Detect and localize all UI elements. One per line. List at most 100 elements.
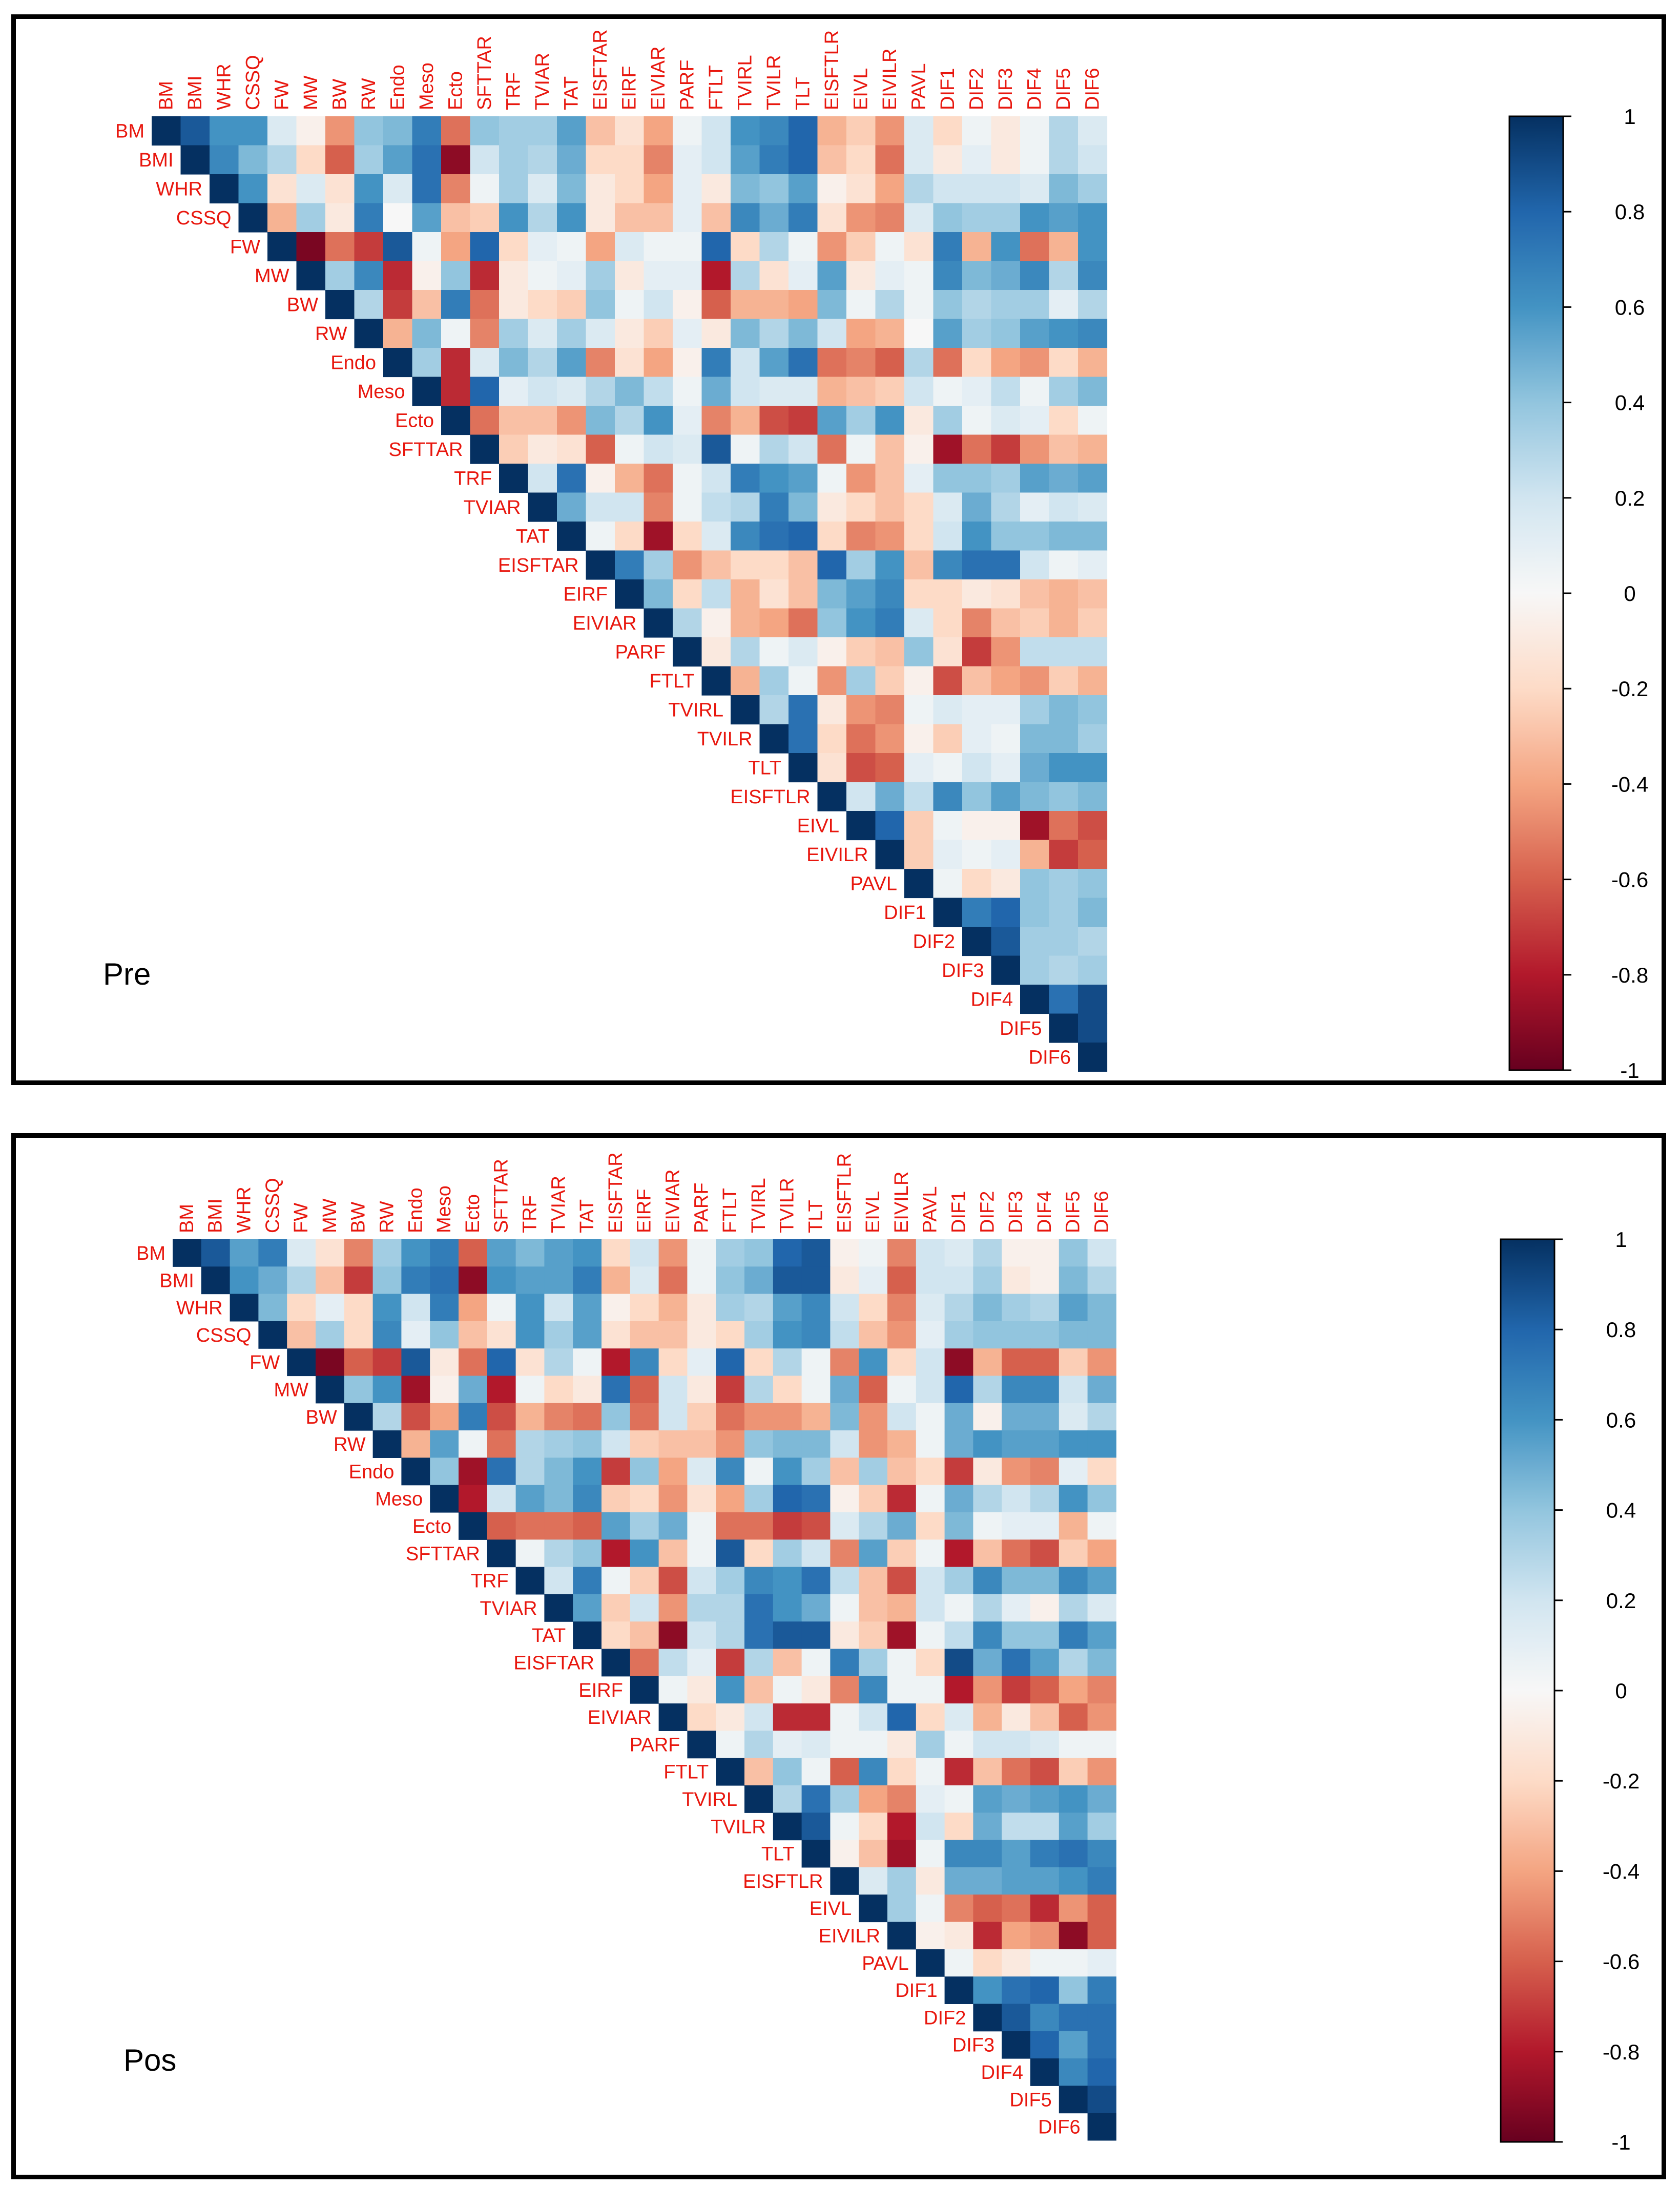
cell-bm-dif6 xyxy=(1078,116,1108,146)
cell-tlt-dif5 xyxy=(1059,1840,1088,1868)
cell-rw-ecto xyxy=(441,319,471,348)
cell-endo-eisftar xyxy=(586,348,615,378)
cell-trf-tat xyxy=(557,464,587,493)
cell-bw-parf xyxy=(687,1403,716,1431)
cell-rw-trf xyxy=(499,319,529,348)
cell-meso-eivl xyxy=(846,377,876,406)
cell-eirf-parf xyxy=(687,1676,716,1704)
cell-pavl-pavl xyxy=(904,869,934,899)
cell-endo-tviar xyxy=(544,1457,573,1486)
cell-tlt-tlt xyxy=(801,1840,831,1868)
cell-endo-parf xyxy=(687,1457,716,1486)
cell-tvirl-dif3 xyxy=(1002,1785,1031,1813)
cell-bmi-endo xyxy=(401,1266,430,1295)
cell-sfttar-dif3 xyxy=(991,434,1021,464)
top-label-whr: WHR xyxy=(213,64,235,110)
cell-sfttar-eisftlr xyxy=(830,1539,859,1568)
cell-meso-dif1 xyxy=(933,377,963,406)
cell-cssq-ftlt xyxy=(701,203,731,233)
cell-ecto-dif4 xyxy=(1020,406,1050,435)
cell-mw-pavl xyxy=(916,1376,945,1404)
pre-correlation-panel: BM BMI WHR CSSQ FW MW BW RW Endo Meso Ecto SFTTAR TR… xyxy=(11,14,1666,1085)
cell-tlt-tlt xyxy=(789,753,818,783)
cell-fw-meso xyxy=(412,232,442,262)
cell-ecto-dif2 xyxy=(962,406,992,435)
cell-rw-dif5 xyxy=(1049,319,1078,348)
cell-trf-tat xyxy=(573,1567,602,1595)
cell-ecto-dif4 xyxy=(1030,1512,1060,1540)
cell-bmi-tat xyxy=(573,1266,602,1295)
cell-whr-eirf xyxy=(615,174,645,204)
top-label-tvirl: TVIRL xyxy=(734,55,756,110)
diag-label-dif4: DIF4 xyxy=(971,989,1013,1011)
cell-trf-parf xyxy=(673,464,702,493)
cell-bm-eivl xyxy=(859,1239,888,1267)
cell-rw-endo xyxy=(383,319,413,348)
diag-label-tvirl: TVIRL xyxy=(668,700,723,721)
top-label-eirf: EIRF xyxy=(618,66,640,110)
cell-whr-meso xyxy=(430,1294,459,1322)
cell-fw-ftlt xyxy=(701,232,731,262)
cell-ftlt-eisftlr xyxy=(830,1758,859,1786)
cell-rw-dif3 xyxy=(1002,1430,1031,1458)
cell-parf-dif3 xyxy=(1002,1731,1031,1759)
cell-eirf-eiviar xyxy=(658,1676,688,1704)
cell-eisftar-eirf xyxy=(615,550,645,580)
cell-sfttar-dif2 xyxy=(973,1539,1002,1568)
cell-bmi-dif3 xyxy=(1002,1266,1031,1295)
diag-label-eisftlr: EISFTLR xyxy=(730,786,810,808)
cell-endo-dif2 xyxy=(962,348,992,378)
cell-tat-dif3 xyxy=(1002,1621,1031,1650)
cell-tviar-tvilr xyxy=(759,492,789,522)
cell-endo-dif2 xyxy=(973,1457,1002,1486)
cell-fw-ecto xyxy=(459,1348,488,1377)
diag-label-eirf: EIRF xyxy=(578,1680,623,1701)
cell-eivl-dif6 xyxy=(1087,1894,1116,1923)
cell-fw-sfttar xyxy=(487,1348,516,1377)
cell-eisftlr-dif4 xyxy=(1020,782,1050,811)
cell-bw-eisftar xyxy=(602,1403,631,1431)
cell-rw-dif4 xyxy=(1030,1430,1060,1458)
cell-eirf-eirf xyxy=(630,1676,659,1704)
cell-tvilr-dif3 xyxy=(991,724,1021,754)
cell-endo-dif6 xyxy=(1078,348,1108,378)
cell-sfttar-eisftlr xyxy=(817,434,847,464)
cell-tvilr-eivilr xyxy=(887,1813,917,1841)
cell-whr-trf xyxy=(515,1294,545,1322)
cell-cssq-tviar xyxy=(544,1321,573,1349)
cell-sfttar-dif6 xyxy=(1078,434,1108,464)
cell-cssq-eirf xyxy=(630,1321,659,1349)
cell-whr-whr xyxy=(210,174,239,204)
cell-ftlt-eisftlr xyxy=(817,666,847,696)
cell-tvilr-pavl xyxy=(916,1813,945,1841)
cell-tat-parf xyxy=(673,522,702,551)
cell-eisftlr-dif1 xyxy=(944,1867,973,1895)
cell-rw-dif4 xyxy=(1020,319,1050,348)
cell-eirf-ftlt xyxy=(716,1676,745,1704)
cell-cssq-mw xyxy=(296,203,326,233)
cell-bmi-mw xyxy=(296,145,326,175)
cell-cssq-parf xyxy=(687,1321,716,1349)
cell-tviar-eivl xyxy=(859,1594,888,1622)
cell-meso-dif3 xyxy=(991,377,1021,406)
cell-cssq-tvirl xyxy=(731,203,760,233)
cell-fw-ecto xyxy=(441,232,471,262)
cell-bmi-dif6 xyxy=(1078,145,1108,175)
cell-eisftar-tvirl xyxy=(731,550,760,580)
cell-cssq-dif4 xyxy=(1030,1321,1060,1349)
cell-bmi-tvirl xyxy=(744,1266,774,1295)
cell-trf-dif6 xyxy=(1078,464,1108,493)
cell-rw-rw xyxy=(354,319,384,348)
diag-label-whr: WHR xyxy=(176,1298,223,1319)
heatmap-cells xyxy=(173,1239,1116,2141)
cell-ftlt-tvilr xyxy=(773,1758,802,1786)
cell-sfttar-tlt xyxy=(801,1539,831,1568)
cell-fw-fw xyxy=(287,1348,316,1377)
top-label-fw: FW xyxy=(291,1203,312,1233)
cell-meso-tviar xyxy=(544,1485,573,1513)
cell-meso-parf xyxy=(687,1485,716,1513)
cell-tvilr-dif6 xyxy=(1087,1813,1116,1841)
cell-cssq-ftlt xyxy=(716,1321,745,1349)
top-label-endo: Endo xyxy=(405,1188,426,1233)
top-label-bw: BW xyxy=(329,79,350,110)
